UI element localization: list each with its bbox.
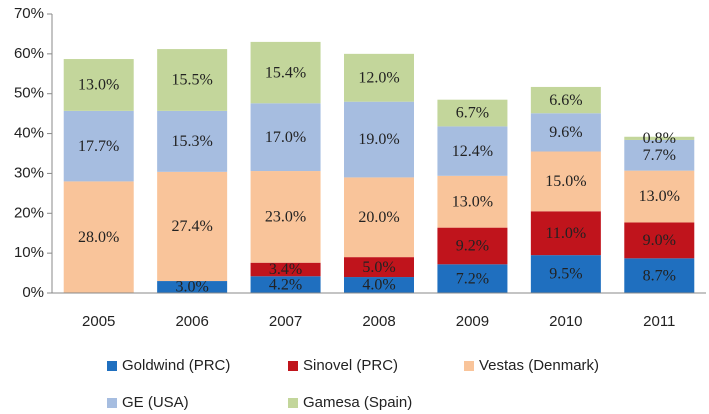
data-label: 3.0% xyxy=(175,279,208,296)
bar-segment xyxy=(250,41,321,104)
legend-label: Gamesa (Spain) xyxy=(303,394,412,411)
bar-segment xyxy=(624,222,695,259)
data-label: 4.0% xyxy=(362,277,395,294)
legend-swatch xyxy=(464,361,474,371)
legend-label: Vestas (Denmark) xyxy=(479,357,599,374)
data-label: 15.3% xyxy=(171,133,212,150)
data-label: 9.5% xyxy=(549,266,582,283)
y-tick-label: 30% xyxy=(14,164,44,181)
data-label: 6.7% xyxy=(456,105,489,122)
bar-segment xyxy=(157,281,228,293)
bar-segment xyxy=(157,49,228,111)
data-label: 12.0% xyxy=(358,69,399,86)
data-label: 15.0% xyxy=(545,173,586,190)
bar-segment xyxy=(250,276,321,293)
data-label: 12.4% xyxy=(452,143,493,160)
bar-segment xyxy=(250,103,321,172)
y-tick-label: 0% xyxy=(22,284,44,301)
x-tick-label: 2006 xyxy=(175,313,208,330)
data-label: 17.7% xyxy=(78,138,119,155)
data-label: 28.0% xyxy=(78,229,119,246)
data-label: 7.7% xyxy=(643,147,676,164)
bar-segment xyxy=(250,262,321,277)
legend-label: Goldwind (PRC) xyxy=(122,357,230,374)
bar-segment xyxy=(157,171,228,282)
bar-segment xyxy=(437,227,508,265)
data-label: 20.0% xyxy=(358,209,399,226)
legend-label: GE (USA) xyxy=(122,394,189,411)
bar-segment xyxy=(624,258,695,293)
bar-segment xyxy=(437,264,508,293)
data-label: 5.0% xyxy=(362,259,395,276)
legend-label: Sinovel (PRC) xyxy=(303,357,398,374)
bar-segment xyxy=(530,86,601,114)
data-label: 13.0% xyxy=(78,77,119,94)
x-tick-label: 2008 xyxy=(362,313,395,330)
y-tick-label: 60% xyxy=(14,45,44,62)
data-label: 4.2% xyxy=(269,276,302,293)
bar-segment xyxy=(437,175,508,228)
data-label: 3.4% xyxy=(269,261,302,278)
bar-segment xyxy=(344,177,414,258)
bar-segment xyxy=(530,255,601,293)
data-label: 13.0% xyxy=(639,188,680,205)
data-label: 15.5% xyxy=(171,72,212,89)
data-label: 0.8% xyxy=(643,130,676,147)
legend-swatch xyxy=(107,398,117,408)
bar-segment xyxy=(63,59,134,111)
x-tick-label: 2007 xyxy=(269,313,302,330)
legend-swatch xyxy=(288,398,298,408)
data-label: 15.4% xyxy=(265,64,306,81)
bar-segment xyxy=(63,110,134,182)
data-label: 17.0% xyxy=(265,129,306,146)
bar-segment xyxy=(624,139,695,171)
data-label: 19.0% xyxy=(358,131,399,148)
bar-segment xyxy=(530,211,601,256)
bar-segment xyxy=(157,110,228,172)
data-label: 8.7% xyxy=(643,267,676,284)
data-label: 9.2% xyxy=(456,238,489,255)
data-label: 11.0% xyxy=(545,225,586,242)
x-tick-label: 2009 xyxy=(456,313,489,330)
data-label: 9.6% xyxy=(549,124,582,141)
y-tick-label: 50% xyxy=(14,85,44,102)
bar-segment xyxy=(250,171,321,263)
bar-segment xyxy=(437,99,508,127)
bar-segment xyxy=(530,151,601,212)
bar-segment xyxy=(344,53,414,102)
bar-segment xyxy=(437,126,508,176)
bar-segment xyxy=(624,136,695,140)
bar-segment xyxy=(624,170,695,223)
data-label: 23.0% xyxy=(265,209,306,226)
y-tick-label: 20% xyxy=(14,204,44,221)
x-tick-label: 2005 xyxy=(82,313,115,330)
y-tick-label: 10% xyxy=(14,244,44,261)
x-tick-label: 2011 xyxy=(643,313,675,330)
bar-segment xyxy=(63,181,134,293)
data-label: 7.2% xyxy=(456,270,489,287)
data-label: 6.6% xyxy=(549,92,582,109)
bar-segment xyxy=(530,113,601,152)
data-label: 27.4% xyxy=(171,218,212,235)
data-label: 13.0% xyxy=(452,193,493,210)
bar-segment xyxy=(344,101,414,178)
bar-segment xyxy=(344,277,414,293)
y-tick-label: 40% xyxy=(14,125,44,142)
y-tick-label: 70% xyxy=(14,5,44,22)
x-tick-label: 2010 xyxy=(549,313,582,330)
legend-swatch xyxy=(107,361,117,371)
bar-segment xyxy=(344,257,414,278)
data-label: 9.0% xyxy=(643,232,676,249)
legend-swatch xyxy=(288,361,298,371)
